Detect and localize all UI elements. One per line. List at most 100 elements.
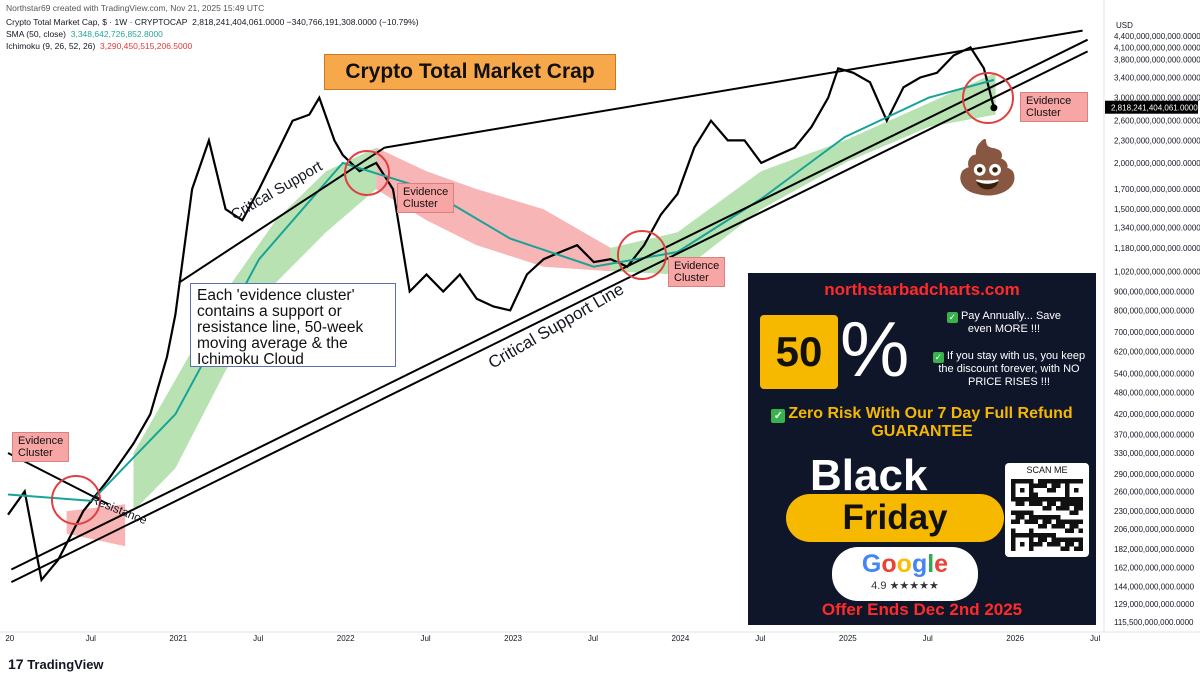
- qr-module: [1011, 519, 1016, 524]
- ichimoku-legend[interactable]: Ichimoku (9, 26, 52, 26) 3,290,450,515,2…: [6, 41, 192, 51]
- qr-module: [1074, 479, 1079, 484]
- qr-module: [1047, 497, 1052, 502]
- qr-module: [1056, 483, 1061, 488]
- qr-module: [1029, 528, 1034, 533]
- qr-module: [1029, 519, 1034, 524]
- google-rating-badge[interactable]: Google 4.9 ★★★★★: [832, 547, 978, 601]
- check-icon: ✓: [946, 312, 958, 323]
- qr-module: [1065, 506, 1070, 511]
- qr-module: [1033, 497, 1038, 502]
- sma-value: 3,348,642,726,852.8000: [70, 29, 163, 39]
- qr-module: [1015, 479, 1020, 484]
- qr-module: [1015, 533, 1020, 538]
- qr-module: [1065, 488, 1070, 493]
- y-tick-label: 230,000,000,000.0000: [1114, 507, 1195, 516]
- qr-module: [1011, 483, 1016, 488]
- y-tick-label: 290,000,000,000.0000: [1114, 470, 1195, 479]
- qr-module: [1024, 533, 1029, 538]
- qr-module: [1074, 519, 1079, 524]
- qr-module: [1024, 510, 1029, 515]
- qr-module: [1074, 506, 1079, 511]
- evidence-circle-2020: [51, 475, 101, 525]
- qr-module: [1065, 542, 1070, 547]
- ad-point-annual-text: Pay Annually... Save even MORE !!!: [960, 310, 1062, 335]
- y-tick-label: 1,340,000,000,000.0000: [1114, 223, 1200, 232]
- symbol-legend[interactable]: Crypto Total Market Cap, $ · 1W · CRYPTO…: [6, 17, 419, 27]
- y-tick-label: 3,400,000,000,000.0000: [1114, 74, 1200, 83]
- qr-module: [1020, 501, 1025, 506]
- qr-module: [1029, 537, 1034, 542]
- evidence-cluster-label: Evidence Cluster: [397, 183, 455, 213]
- qr-module: [1029, 542, 1034, 547]
- qr-module: [1078, 542, 1083, 547]
- sma-line: [7, 78, 995, 502]
- x-tick-label: 2021: [169, 634, 187, 643]
- scan-me-label: SCAN ME: [1026, 465, 1068, 475]
- y-tick-label: 1,020,000,000,000.0000: [1114, 267, 1200, 276]
- qr-module: [1051, 515, 1056, 520]
- qr-module: [1047, 506, 1052, 511]
- qr-module: [1051, 483, 1056, 488]
- qr-module: [1011, 488, 1016, 493]
- ad-offer: Offer Ends Dec 2nd 2025: [821, 600, 1023, 619]
- qr-module: [1060, 524, 1065, 529]
- y-tick-label: 144,000,000,000.0000: [1114, 582, 1195, 591]
- ad-black: Black: [810, 451, 928, 500]
- y-tick-label: 2,000,000,000,000.0000: [1114, 159, 1200, 168]
- qr-module: [1029, 546, 1034, 551]
- x-tick-label: Jul: [86, 634, 96, 643]
- evidence-note: Each 'evidence cluster' contains a suppo…: [190, 283, 396, 368]
- qr-module: [1065, 479, 1070, 484]
- ad-banner[interactable]: northstarbadcharts.com 50 % ✓ Pay Annuall…: [748, 273, 1096, 625]
- y-tick-label: 3,000,000,000,000.0000: [1114, 94, 1200, 103]
- qr-module: [1078, 537, 1083, 542]
- qr-module: [1038, 515, 1043, 520]
- qr-module: [1029, 488, 1034, 493]
- qr-code[interactable]: SCAN ME: [1005, 463, 1089, 557]
- qr-module: [1069, 524, 1074, 529]
- qr-module: [1065, 501, 1070, 506]
- y-tick-label: 4,400,000,000,000.0000: [1114, 32, 1200, 41]
- qr-module: [1029, 479, 1034, 484]
- qr-module: [1038, 501, 1043, 506]
- y-tick-label: 182,000,000,000.0000: [1114, 545, 1195, 554]
- tradingview-brand[interactable]: 17 TradingView: [8, 656, 104, 672]
- qr-module: [1056, 542, 1061, 547]
- sma-legend[interactable]: SMA (50, close) 3,348,642,726,852.8000: [6, 29, 163, 39]
- qr-module: [1051, 537, 1056, 542]
- chart-credit: Northstar69 created with TradingView.com…: [6, 3, 265, 13]
- upper-resistance-line: [384, 29, 1083, 149]
- ichimoku-cloud-bull: [610, 72, 996, 275]
- qr-module: [1051, 533, 1056, 538]
- y-tick-label: 260,000,000,000.0000: [1114, 487, 1195, 496]
- qr-module: [1078, 479, 1083, 484]
- ad-risk-text: Zero Risk With Our 7 Day Full Refund GUA…: [788, 405, 1073, 440]
- x-tick-label: 2024: [672, 634, 690, 643]
- qr-module: [1051, 501, 1056, 506]
- qr-module: [1065, 492, 1070, 497]
- x-tick-label: Jul: [923, 634, 933, 643]
- y-tick-label: 2,300,000,000,000.0000: [1114, 136, 1200, 145]
- google-rating: 4.9 ★★★★★: [871, 580, 939, 592]
- qr-module: [1069, 497, 1074, 502]
- qr-module: [1056, 515, 1061, 520]
- currency-label: USD: [1116, 21, 1133, 30]
- evidence-circle-2025: [962, 72, 1014, 124]
- ichimoku-cloud-bear: [376, 147, 611, 272]
- qr-module: [1051, 497, 1056, 502]
- x-tick-label: 2025: [839, 634, 857, 643]
- ad-url[interactable]: northstarbadcharts.com: [824, 280, 1020, 299]
- qr-module: [1038, 542, 1043, 547]
- qr-module: [1051, 488, 1056, 493]
- tradingview-logo-icon: 17: [8, 656, 24, 672]
- qr-module: [1029, 483, 1034, 488]
- qr-module: [1029, 492, 1034, 497]
- y-tick-label: 420,000,000,000.0000: [1114, 410, 1195, 419]
- qr-module: [1078, 506, 1083, 511]
- x-tick-label: Jul: [1090, 634, 1100, 643]
- discount-bag: 50: [760, 315, 838, 389]
- qr-module: [1029, 533, 1034, 538]
- qr-module: [1065, 537, 1070, 542]
- y-tick-label: 1,700,000,000,000.0000: [1114, 185, 1200, 194]
